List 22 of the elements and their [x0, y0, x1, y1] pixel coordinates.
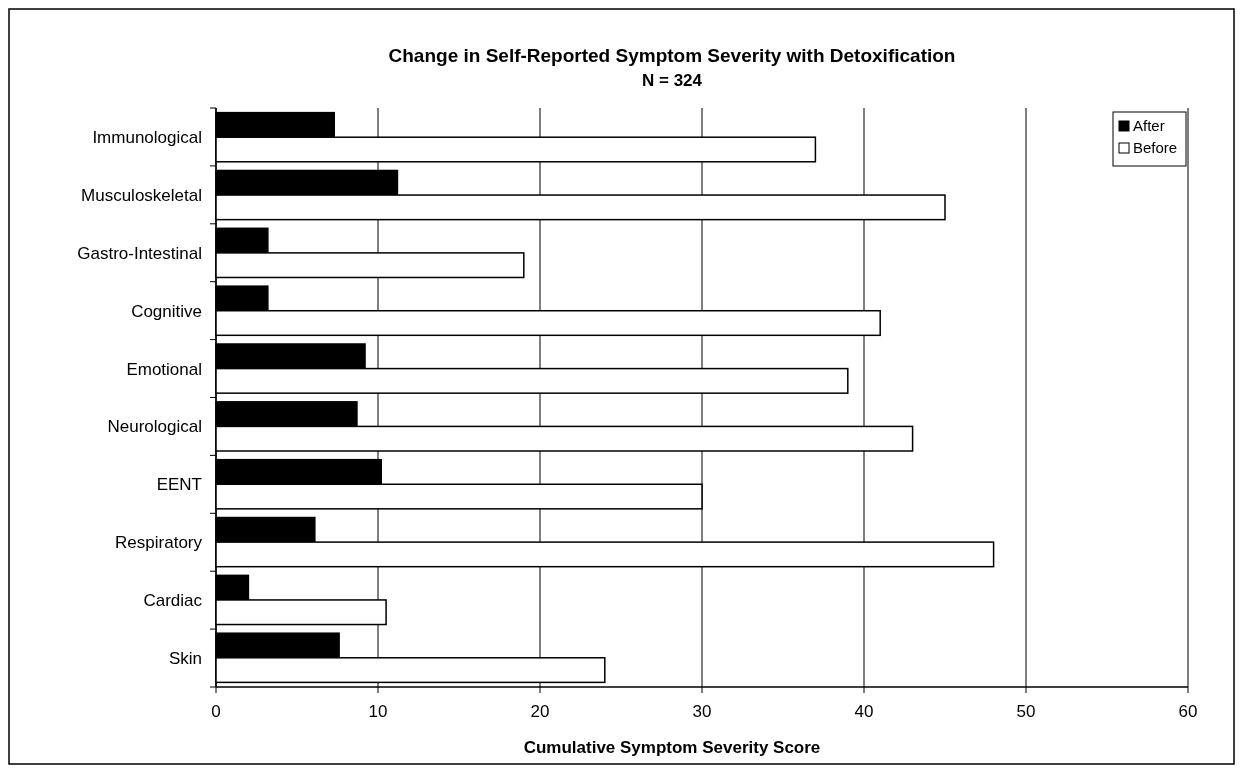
- legend-label: After: [1133, 117, 1165, 134]
- x-axis-title: Cumulative Symptom Severity Score: [523, 738, 821, 757]
- x-tick-label: 50: [1016, 702, 1036, 721]
- legend-label: Before: [1133, 139, 1178, 156]
- y-tick-label: Emotional: [126, 359, 202, 379]
- x-tick-label: 30: [692, 702, 712, 721]
- y-tick-label: Immunological: [92, 128, 202, 148]
- x-tick-label: 40: [854, 702, 874, 721]
- x-tick-label: 60: [1178, 702, 1198, 721]
- y-tick-label: Gastro-Intestinal: [77, 243, 202, 263]
- x-tick-label: 0: [211, 702, 221, 721]
- y-tick-label: Musculoskeletal: [81, 186, 202, 206]
- y-tick-label: Cognitive: [131, 301, 202, 321]
- chart-title: Change in Self-Reported Symptom Severity with Detoxification: [388, 45, 956, 66]
- y-tick-label: Cardiac: [143, 590, 203, 610]
- y-tick-label: Neurological: [107, 417, 202, 437]
- y-tick-label: EENT: [156, 475, 202, 495]
- x-tick-label: 10: [368, 702, 388, 721]
- chart-subtitle: N = 324: [641, 71, 703, 90]
- x-tick-label: 20: [530, 702, 550, 721]
- y-tick-label: Skin: [168, 648, 202, 668]
- y-tick-label: Respiratory: [115, 533, 203, 553]
